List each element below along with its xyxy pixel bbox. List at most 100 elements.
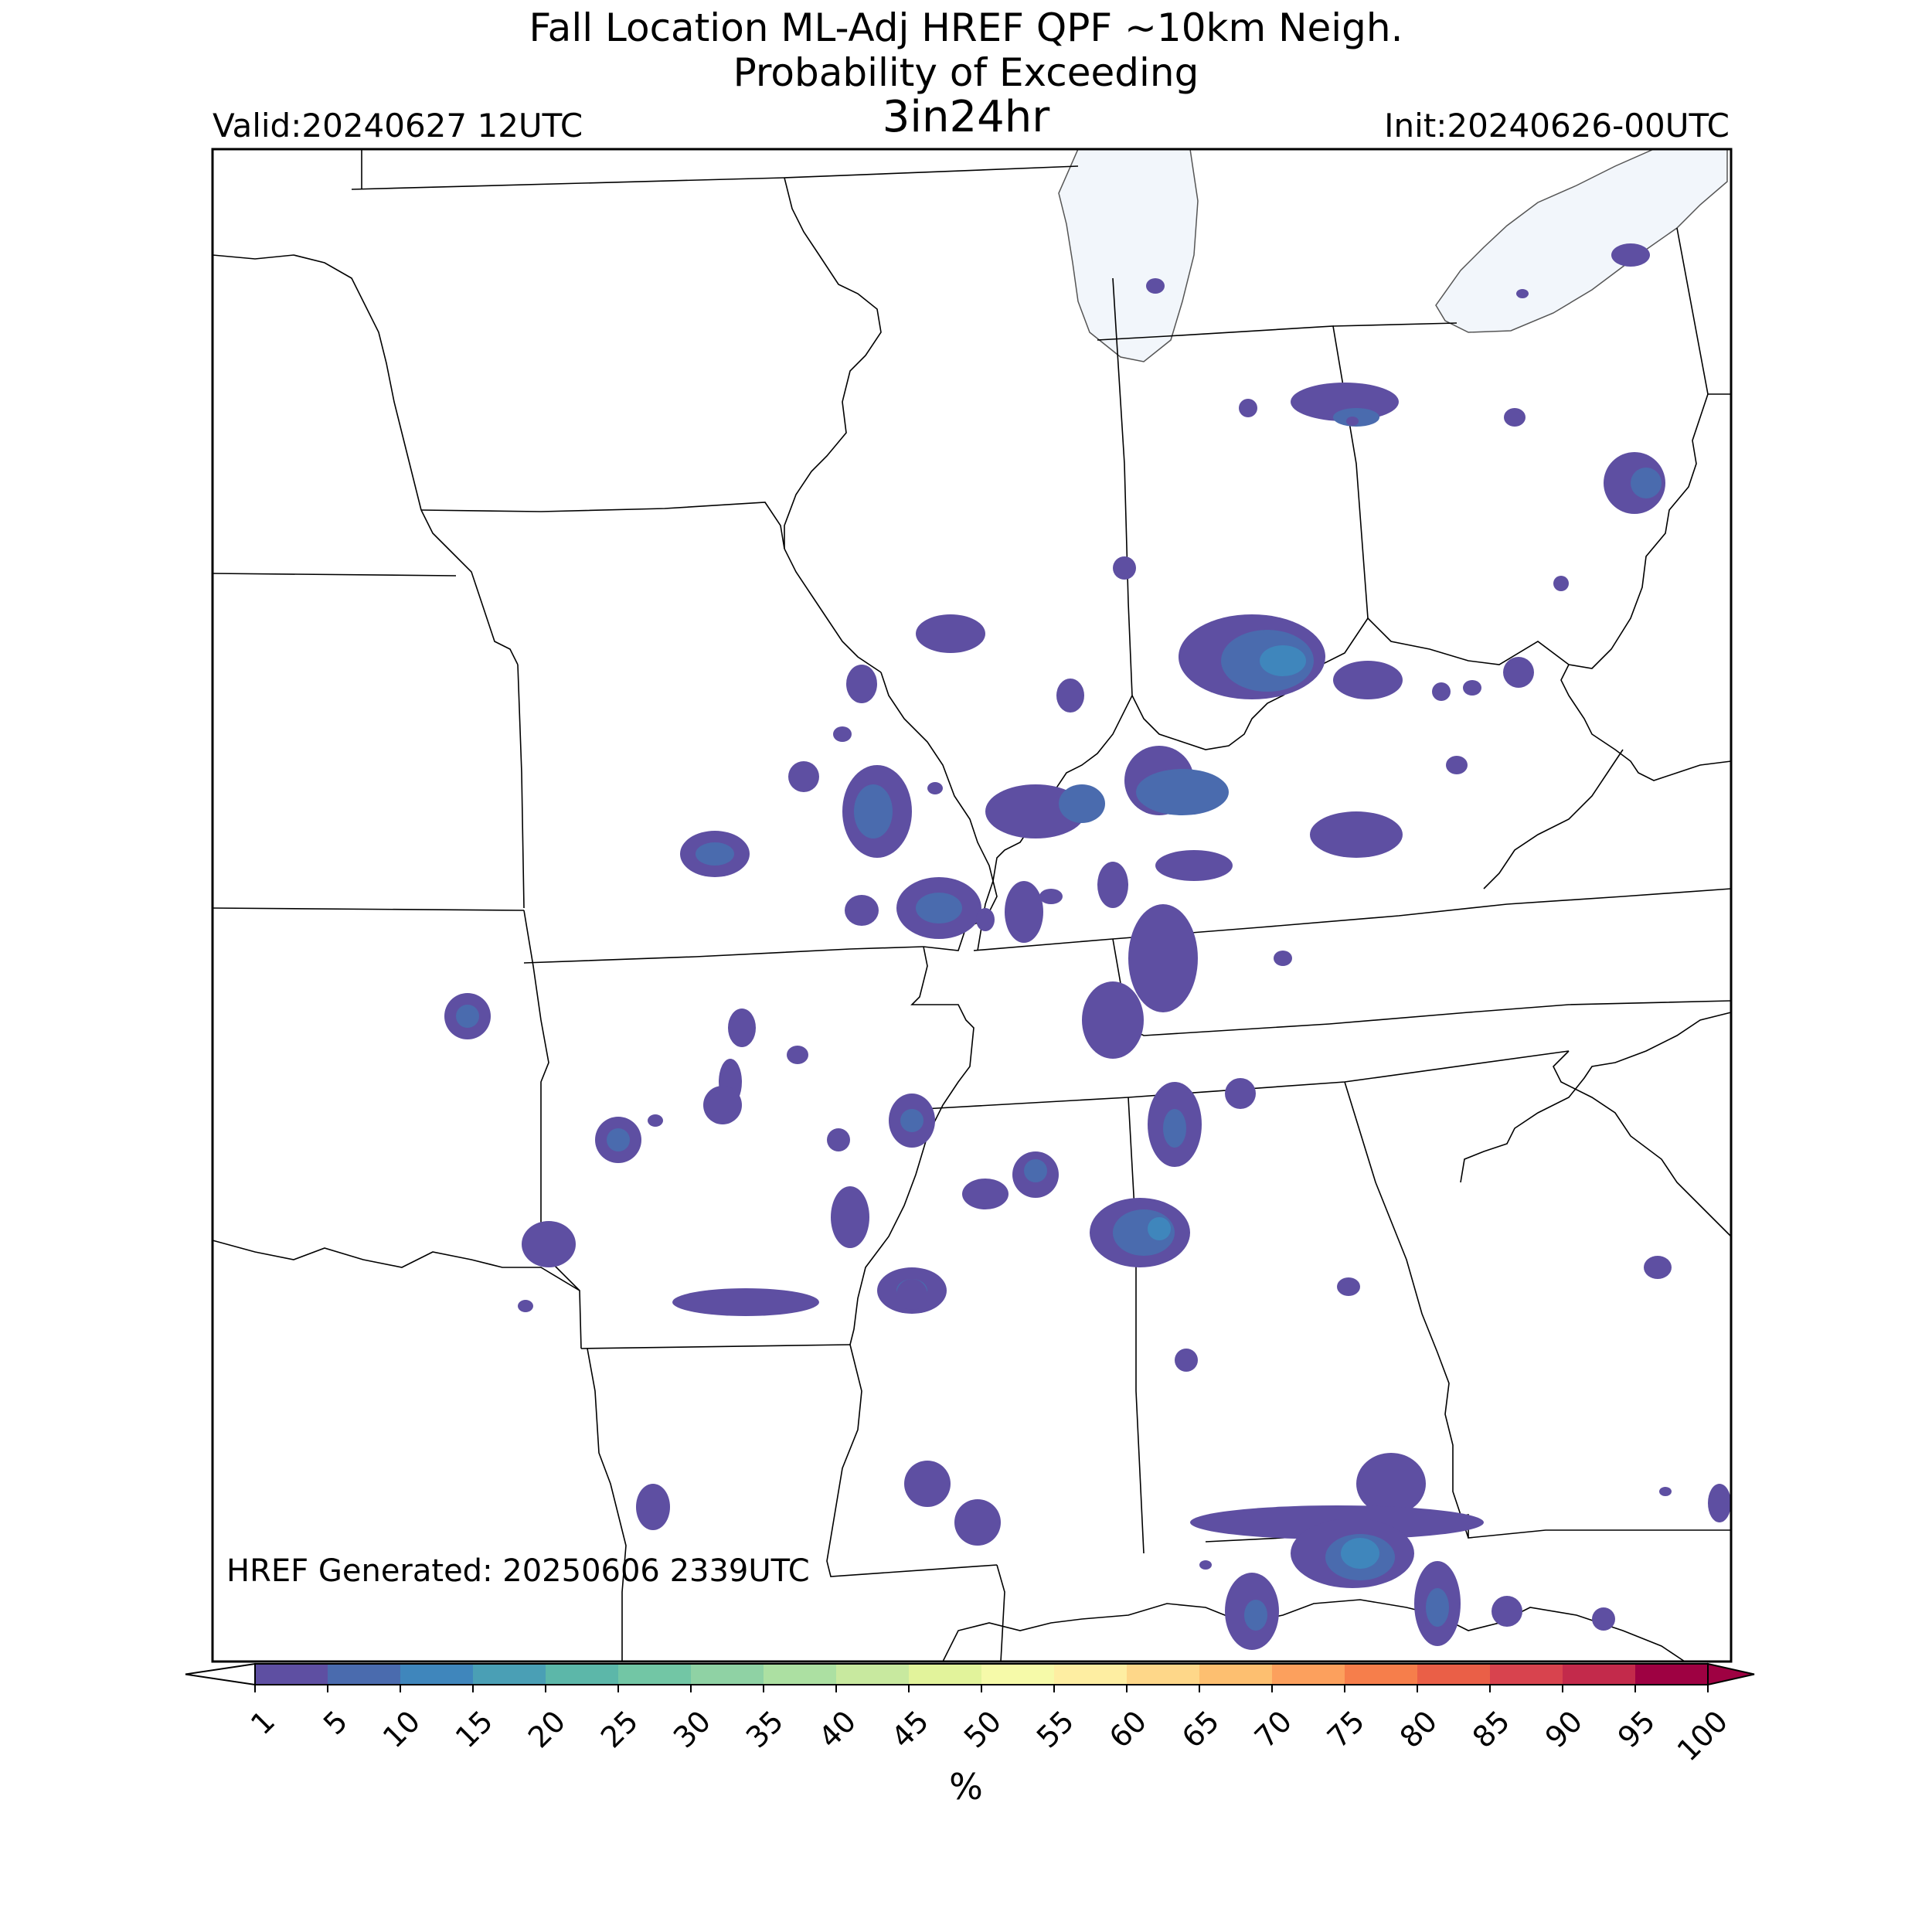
boundary-line — [420, 502, 785, 549]
probability-blob — [1005, 881, 1043, 943]
probability-blob — [1039, 889, 1063, 904]
probability-blob — [648, 1114, 663, 1127]
probability-blob — [831, 1186, 869, 1248]
probability-blob — [1631, 468, 1662, 498]
colorbar-tick-label: 95 — [1611, 1704, 1662, 1754]
boundary-line — [587, 1348, 627, 1662]
colorbar-swatch — [473, 1664, 546, 1685]
probability-blob — [833, 726, 852, 742]
probability-blob — [976, 908, 995, 931]
boundary-line — [523, 910, 549, 1252]
colorbar-swatch — [1635, 1664, 1709, 1685]
title-line-2: Probability of Exceeding — [733, 50, 1199, 95]
colorbar-tick-label: 50 — [957, 1704, 1008, 1754]
init-time-label: Init:20240626-00UTC — [1384, 107, 1730, 145]
great-lakes — [1058, 148, 1728, 362]
colorbar-tick-label: 30 — [667, 1704, 717, 1754]
colorbar-tick-label: 25 — [594, 1704, 645, 1754]
colorbar-tick-label: 35 — [740, 1704, 790, 1754]
boundary-line — [1332, 322, 1458, 327]
probability-blob — [916, 614, 985, 653]
probability-blob — [1346, 417, 1359, 426]
probability-blob — [1136, 769, 1229, 815]
colorbar-swatch — [1054, 1664, 1128, 1685]
colorbar-tick-label: 5 — [317, 1704, 354, 1741]
colorbar-swatch — [1345, 1664, 1418, 1685]
probability-blob — [1082, 981, 1144, 1059]
probability-blob — [787, 1046, 808, 1064]
probability-blob — [916, 893, 962, 923]
probability-blob — [1426, 1588, 1449, 1627]
probability-blob — [927, 782, 943, 794]
colorbar-swatch — [836, 1664, 910, 1685]
probability-blob — [846, 665, 877, 703]
boundary-line — [826, 1344, 998, 1577]
probability-blob — [788, 761, 819, 792]
probability-blob — [1199, 1560, 1212, 1570]
boundary-line — [1483, 749, 1624, 889]
boundary-line — [1367, 393, 1709, 669]
probability-blob — [703, 1086, 742, 1124]
colorbar-swatch — [1490, 1664, 1563, 1685]
probability-blobs — [444, 243, 1731, 1650]
colorbar-tick-label: 70 — [1248, 1704, 1298, 1754]
colorbar-swatch — [691, 1664, 764, 1685]
colorbar-swatch — [1563, 1664, 1636, 1685]
probability-blob — [900, 1109, 923, 1132]
probability-blob — [456, 1005, 479, 1028]
probability-blob — [1163, 1109, 1186, 1148]
colorbar-swatch — [1127, 1664, 1200, 1685]
probability-blob — [1225, 1078, 1256, 1109]
probability-blob — [1333, 408, 1379, 427]
colorbar-swatch — [764, 1664, 837, 1685]
colorbar-tick-label: 65 — [1175, 1704, 1226, 1754]
colorbar-tick-label: 55 — [1030, 1704, 1080, 1754]
probability-blob — [672, 1288, 819, 1316]
colorbar-swatch — [400, 1664, 474, 1685]
probability-blob — [1274, 951, 1292, 966]
colorbar-swatch — [255, 1664, 328, 1685]
probability-blob — [1260, 645, 1306, 676]
probability-blob — [1446, 756, 1468, 774]
probability-blob — [1341, 1538, 1379, 1569]
probability-blob — [845, 895, 879, 926]
probability-blob — [1146, 278, 1165, 294]
colorbar-tick-label: 75 — [1321, 1704, 1371, 1754]
probability-blob — [1175, 1349, 1198, 1372]
boundary-line — [784, 165, 1079, 179]
colorbar-tick-label: 40 — [812, 1704, 862, 1754]
boundary-line — [420, 509, 519, 665]
probability-blob — [1659, 1487, 1672, 1496]
colorbar-tick-label: 60 — [1103, 1704, 1153, 1754]
probability-blob — [1097, 862, 1128, 908]
boundary-line — [784, 548, 882, 673]
boundary-line — [1553, 1050, 1732, 1237]
probability-blob — [896, 1279, 927, 1310]
probability-blob — [1024, 1159, 1047, 1182]
colorbar-swatch — [1417, 1664, 1491, 1685]
boundary-line — [212, 1240, 580, 1291]
probability-blob — [1553, 576, 1569, 591]
boundary-line — [212, 907, 525, 911]
probability-blob — [1611, 243, 1650, 267]
probability-blob — [1492, 1596, 1522, 1627]
colorbar-tick-label: 1 — [244, 1704, 281, 1741]
probability-blob — [1708, 1484, 1731, 1522]
colorbar-swatch — [328, 1664, 401, 1685]
boundary-line — [517, 664, 525, 909]
probability-blob — [1310, 811, 1403, 858]
probability-blob — [607, 1128, 630, 1151]
probability-blob — [1503, 657, 1534, 688]
colorbar-tick-label: 100 — [1671, 1704, 1734, 1767]
probability-blob — [854, 784, 893, 838]
probability-blob — [1148, 1217, 1171, 1240]
boundary-line — [212, 254, 422, 511]
probability-blob — [1239, 399, 1257, 417]
state-boundaries — [212, 149, 1732, 1662]
probability-blob — [1056, 679, 1084, 713]
colorbar-swatch — [1199, 1664, 1273, 1685]
boundary-line — [580, 1344, 851, 1349]
colorbar-swatch — [909, 1664, 982, 1685]
